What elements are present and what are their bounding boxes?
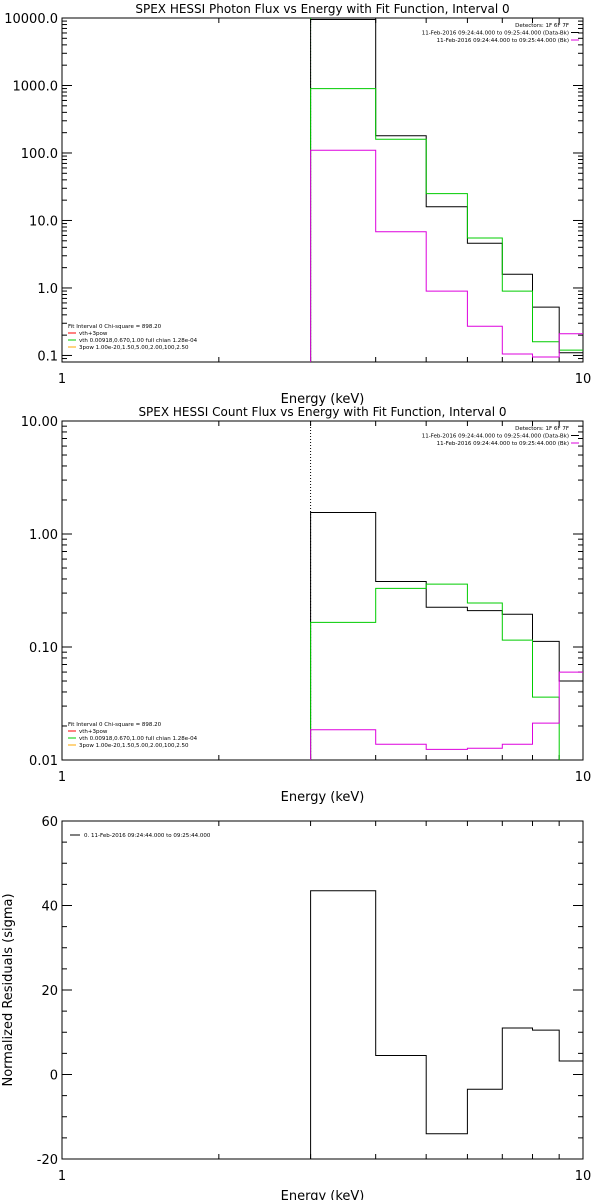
fit-legend-text: 3pow 1.00e-20,1.50,5.00,2.00,100,2.50 xyxy=(79,345,189,351)
x-axis-label: Energy (keV) xyxy=(281,790,365,805)
y-tick-label: 10000.0 xyxy=(4,12,58,27)
plot-frame xyxy=(61,17,584,363)
series-0-histogram xyxy=(310,890,583,1159)
plot-frame xyxy=(61,820,584,1160)
y-tick-label: 60 xyxy=(41,815,58,830)
chart-title: SPEX HESSI Photon Flux vs Energy with Fi… xyxy=(135,2,509,16)
y-axis-label: Normalized Residuals (sigma) xyxy=(1,893,16,1086)
series-1-histogram xyxy=(310,583,560,760)
x-tick-label: 10 xyxy=(575,770,592,785)
chart-title: SPEX HESSI Count Flux vs Energy with Fit… xyxy=(138,405,506,419)
info-line: 11-Feb-2016 09:24:44.000 to 09:25:44.000… xyxy=(422,434,569,440)
series-0-histogram xyxy=(310,19,583,362)
series-2-histogram xyxy=(310,149,583,362)
fit-legend-text: vth 0.00918,0.670,1.00 full chian 1.28e-… xyxy=(79,338,198,344)
y-tick-label: 20 xyxy=(41,984,58,999)
fit-legend-text: Fit Interval 0 Chi-square = 898.20 xyxy=(68,722,162,728)
chart-panel-photon: SPEX HESSI Photon Flux vs Energy with Fi… xyxy=(4,2,591,407)
x-axis-label: Energy (keV) xyxy=(281,392,365,407)
series-0-histogram xyxy=(310,512,583,760)
info-line: 11-Feb-2016 09:24:44.000 to 09:25:44.000… xyxy=(437,441,569,447)
y-tick-label: 10.0 xyxy=(29,214,58,229)
x-tick-label: 10 xyxy=(575,1169,592,1184)
info-line: 11-Feb-2016 09:24:44.000 to 09:25:44.000… xyxy=(422,31,569,37)
x-axis-label: Energy (keV) xyxy=(281,1189,365,1200)
series-group xyxy=(310,512,583,760)
legend-text: 0. 11-Feb-2016 09:24:44.000 to 09:25:44.… xyxy=(84,833,211,839)
info-line: 11-Feb-2016 09:24:44.000 to 09:25:44.000… xyxy=(437,38,569,44)
x-tick-label: 10 xyxy=(575,372,592,387)
plot-frame xyxy=(61,420,584,761)
y-tick-label: 0.1 xyxy=(37,349,58,364)
y-tick-label: 100.0 xyxy=(21,147,58,162)
fit-legend-text: 3pow 1.00e-20,1.50,5.00,2.00,100,2.50 xyxy=(79,743,189,749)
x-tick-label: 1 xyxy=(58,1169,66,1184)
y-tick-label: 10.00 xyxy=(21,415,58,430)
fit-legend-text: vth+3pow xyxy=(79,729,108,735)
info-line: Detectors: 1F 6F 7F xyxy=(515,426,569,432)
y-tick-label: 0.01 xyxy=(29,754,58,769)
series-group xyxy=(310,890,583,1159)
info-line: Detectors: 1F 6F 7F xyxy=(515,23,569,29)
series-group xyxy=(310,19,583,362)
y-tick-label: 1.0 xyxy=(37,282,58,297)
x-tick-label: 1 xyxy=(58,372,66,387)
series-2-histogram xyxy=(310,671,583,760)
chart-panel-residuals: 1 10 Energy (keV) -20 0 20 40 60 Normalized Resi… xyxy=(1,815,591,1200)
x-tick-label: 1 xyxy=(58,770,66,785)
fit-legend-text: vth+3pow xyxy=(79,331,108,337)
y-tick-label: 0 xyxy=(50,1069,58,1084)
fit-legend-text: Fit Interval 0 Chi-square = 898.20 xyxy=(68,324,162,330)
fit-legend-text: vth 0.00918,0.670,1.00 full chian 1.28e-… xyxy=(79,736,198,742)
y-tick-label: 1.00 xyxy=(29,528,58,543)
y-tick-label: 1000.0 xyxy=(13,79,59,94)
y-tick-label: -20 xyxy=(37,1153,58,1168)
chart-panel-count: SPEX HESSI Count Flux vs Energy with Fit… xyxy=(21,405,591,805)
series-1-histogram xyxy=(310,88,583,362)
y-tick-label: 40 xyxy=(41,900,58,915)
y-tick-label: 0.10 xyxy=(29,641,58,656)
